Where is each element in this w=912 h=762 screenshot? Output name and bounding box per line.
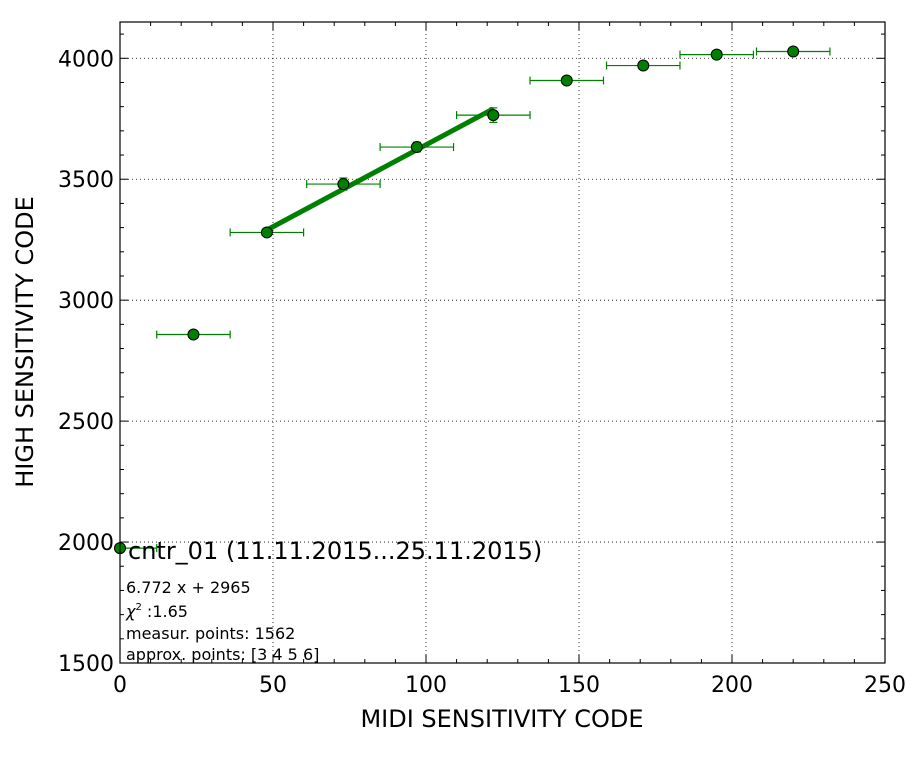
- chi-symbol: χ: [125, 602, 136, 621]
- fit-layer: [265, 106, 495, 233]
- y-axis-label: HIGH SENSITIVITY CODE: [11, 196, 39, 488]
- approx-points: approx. points: [3 4 5 6]: [126, 645, 319, 664]
- y-tick-label: 4000: [58, 47, 114, 72]
- points-layer: [114, 45, 831, 555]
- legend-title: cntr_01 (11.11.2015...25.11.2015): [128, 537, 542, 565]
- data-point: [787, 45, 800, 58]
- ticks: [119, 22, 886, 664]
- data-point: [187, 328, 200, 341]
- x-tick-label: 150: [558, 673, 600, 698]
- chi-value: :1.65: [142, 602, 188, 621]
- y-tick-label: 1500: [58, 652, 114, 677]
- data-point: [560, 74, 573, 87]
- x-tick-label: 50: [259, 673, 287, 698]
- data-point: [337, 178, 350, 191]
- tick-labels: 0 50 100 150 200 250 1500 2000 2500 3000 3500 4000: [58, 47, 906, 698]
- plot-frame: [119, 21, 886, 664]
- x-tick-label: 250: [864, 673, 906, 698]
- data-point: [637, 59, 650, 72]
- chi-superscript: 2: [135, 602, 141, 613]
- data-point: [410, 141, 423, 154]
- measur-points: measur. points: 1562: [126, 624, 295, 643]
- chi-squared: χ2 :1.65: [125, 602, 188, 621]
- y-tick-label: 2500: [58, 410, 114, 435]
- x-tick-label: 200: [711, 673, 753, 698]
- x-tick-label: 0: [113, 673, 127, 698]
- data-point: [260, 226, 273, 239]
- x-tick-label: 100: [405, 673, 447, 698]
- plot-background: [120, 22, 885, 663]
- data-point: [487, 109, 500, 122]
- grid: [120, 22, 885, 663]
- fit-equation: 6.772 x + 2965: [126, 578, 251, 597]
- data-point: [710, 48, 723, 61]
- fit-line: [265, 106, 495, 233]
- x-axis-label: MIDI SENSITIVITY CODE: [360, 705, 643, 733]
- y-tick-label: 2000: [58, 531, 114, 556]
- y-tick-label: 3500: [58, 168, 114, 193]
- y-tick-label: 3000: [58, 289, 114, 314]
